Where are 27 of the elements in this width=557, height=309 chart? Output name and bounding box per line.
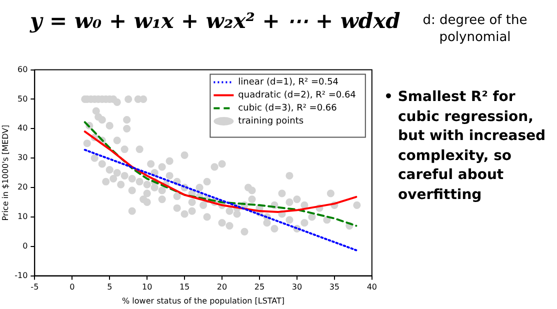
legend-label: quadratic (d=2), R² =0.64 — [238, 90, 356, 101]
text: • Smallest R² for cubic regression, but with increased complexity, so careful about overfitting — [384, 89, 546, 202]
chart-title: y = w₀ + w₁x + w₂x² + ⋯ + wdxd — [30, 8, 400, 33]
legend-label: linear (d=1), R² =0.54 — [238, 78, 339, 88]
y-tick-label: 20 — [17, 182, 28, 192]
x-tick-label: 25 — [254, 282, 265, 292]
y-tick-label: 50 — [17, 94, 28, 104]
y-tick-label: -10 — [14, 270, 28, 280]
x-tick-label: 15 — [179, 282, 190, 292]
x-tick-label: 40 — [366, 282, 378, 292]
y-tick-label: 30 — [17, 153, 28, 162]
x-tick-label: -5 — [30, 282, 39, 292]
text: d: degree of the polynomial — [422, 12, 528, 46]
x-tick-label: 20 — [216, 282, 228, 292]
legend-label: cubic (d=3), R² =0.66 — [238, 104, 338, 114]
legend-label: training points — [238, 116, 304, 127]
x-tick-label: 30 — [292, 282, 302, 292]
y-tick-label: 0 — [22, 241, 28, 250]
y-tick-label: 40 — [17, 124, 28, 133]
x-tick-label: 0 — [70, 282, 75, 292]
y-axis-title: Price in $1000's [MEDV] — [0, 124, 10, 221]
x-tick-label: 5 — [107, 282, 112, 292]
x-tick-label: 35 — [329, 282, 340, 292]
y-tick-label: 10 — [17, 212, 28, 222]
x-axis-title: % lower status of the population [LSTAT] — [122, 296, 285, 306]
x-tick-label: 10 — [142, 282, 152, 292]
y-tick-label: 60 — [17, 64, 28, 74]
